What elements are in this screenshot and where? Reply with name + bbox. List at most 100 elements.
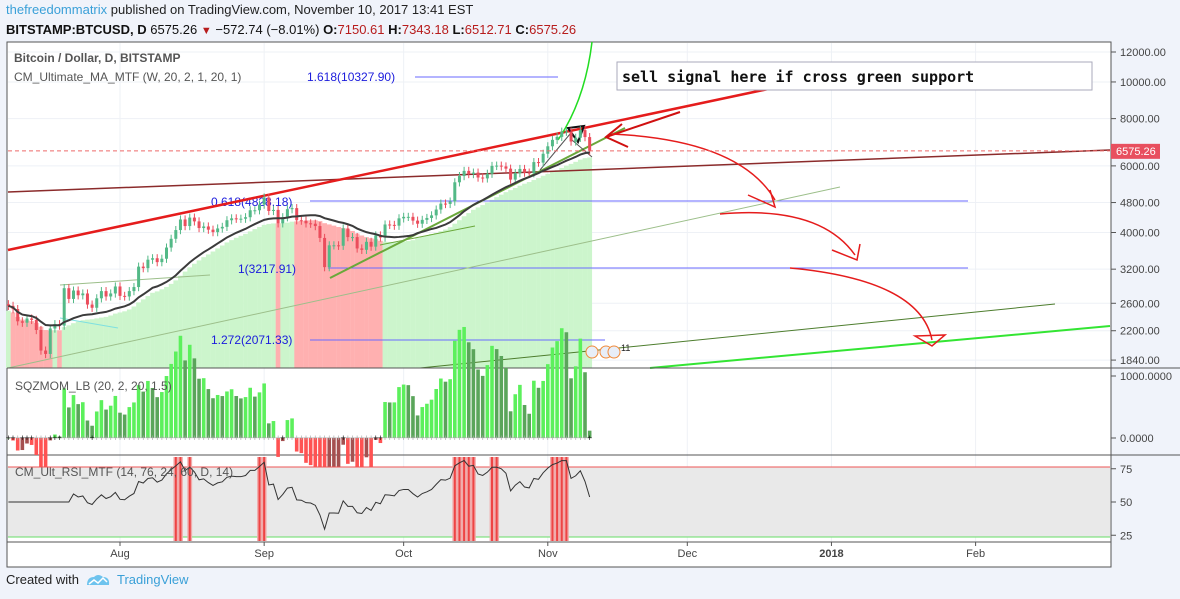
squeeze-dot: + bbox=[141, 433, 146, 443]
event-flag-icon[interactable] bbox=[607, 345, 621, 359]
squeeze-dot: + bbox=[378, 433, 383, 443]
candle-down bbox=[141, 266, 145, 269]
sqz-tick-label: 1000.0000 bbox=[1120, 371, 1172, 383]
sqz-bar bbox=[57, 436, 62, 438]
squeeze-dot: + bbox=[568, 433, 573, 443]
event-flag-icon[interactable] bbox=[585, 345, 599, 359]
squeeze-dot: + bbox=[243, 433, 248, 443]
sqz-bar bbox=[485, 365, 490, 438]
rsi-line bbox=[8, 459, 591, 531]
bull-background-column bbox=[401, 241, 407, 368]
sqz-bar bbox=[587, 430, 592, 438]
squeeze-dot: + bbox=[252, 433, 257, 443]
bull-background-column bbox=[61, 327, 67, 368]
axes[interactable]: 12000.00 10000.00 8000.00 6000.00 4800.00 400… bbox=[110, 47, 1172, 560]
sqz-bar bbox=[299, 438, 304, 454]
sqz-bar bbox=[104, 409, 108, 438]
overbought-marker bbox=[491, 457, 493, 541]
author-link[interactable]: thefreedommatrix bbox=[6, 2, 108, 17]
squeeze-dot: + bbox=[480, 433, 485, 443]
squeeze-dot: + bbox=[103, 433, 108, 443]
sqz-bar bbox=[183, 360, 187, 438]
overbought-marker bbox=[458, 457, 461, 541]
sqz-bar bbox=[439, 378, 443, 438]
bull-background-column bbox=[526, 182, 532, 368]
price-tick-label: 1840.00 bbox=[1120, 355, 1160, 367]
sqz-bar bbox=[187, 344, 192, 438]
candle-up bbox=[434, 209, 438, 216]
trendline-brown[interactable] bbox=[7, 149, 1111, 193]
candle-up bbox=[81, 293, 85, 296]
fib-label-1272: 1.272(2071.33) bbox=[211, 333, 292, 347]
bull-background-column bbox=[103, 316, 109, 368]
squeeze-dot: + bbox=[475, 433, 480, 443]
red-curve-arrow-3[interactable] bbox=[789, 267, 933, 341]
candle-down bbox=[392, 224, 396, 226]
sqz-bar bbox=[313, 438, 318, 472]
trendline-red-resistance[interactable] bbox=[7, 76, 821, 252]
annotation-box[interactable] bbox=[616, 61, 1093, 91]
parabolic-curve[interactable] bbox=[557, 41, 593, 141]
last-price: 6575.26 bbox=[150, 22, 198, 37]
fib-label-0618: 0.618(4828.18) bbox=[211, 195, 292, 209]
squeeze-dot: + bbox=[173, 433, 178, 443]
publish-info: thefreedommatrix published on TradingVie… bbox=[6, 2, 473, 17]
candle-down bbox=[360, 248, 364, 250]
bull-background-column bbox=[554, 170, 560, 368]
fib-levels bbox=[310, 76, 968, 341]
squeeze-dot: + bbox=[401, 433, 406, 443]
symbol: BITSTAMP:BTCUSD, D bbox=[6, 22, 147, 37]
squeeze-dot: + bbox=[350, 433, 355, 443]
bull-background-column bbox=[243, 233, 248, 368]
trendline-bright-green[interactable] bbox=[649, 325, 1111, 369]
bull-background-column bbox=[577, 159, 583, 368]
bear-background-column bbox=[368, 238, 374, 368]
bull-background-column bbox=[587, 157, 593, 368]
bull-background-column bbox=[252, 229, 258, 368]
bull-background-column bbox=[112, 313, 118, 368]
sqz-bar bbox=[304, 438, 308, 463]
squeeze-dot: + bbox=[229, 433, 234, 443]
trendline-dark-green[interactable] bbox=[419, 303, 1056, 369]
candle-down bbox=[318, 226, 322, 238]
sqz-bar bbox=[527, 413, 531, 438]
squeeze-dot: + bbox=[541, 433, 546, 443]
bull-background-column bbox=[471, 209, 476, 368]
bull-background-column bbox=[419, 236, 425, 368]
footer: Created with TradingView bbox=[6, 572, 189, 587]
candle-up bbox=[471, 172, 475, 175]
red-curve-arrow-1[interactable] bbox=[611, 133, 776, 201]
squeeze-dot: + bbox=[76, 433, 81, 443]
red-curve-arrow-2[interactable] bbox=[719, 211, 856, 256]
trendline-light-green[interactable] bbox=[7, 186, 841, 369]
tradingview-link[interactable]: TradingView bbox=[116, 572, 189, 587]
trendline-small[interactable] bbox=[59, 274, 211, 286]
last-price-tag-text: 6575.26 bbox=[1116, 146, 1156, 158]
squeeze-dot: + bbox=[201, 433, 206, 443]
candle-up bbox=[95, 298, 99, 308]
event-icons[interactable]: 11 bbox=[585, 343, 630, 359]
red-arrow-left[interactable] bbox=[604, 111, 681, 148]
sqz-bar bbox=[536, 387, 541, 438]
sqz-bar bbox=[67, 407, 71, 438]
bull-background-column bbox=[545, 173, 551, 368]
trendline-short-green[interactable] bbox=[379, 225, 476, 246]
time-tick-label: Dec bbox=[678, 548, 698, 560]
squeeze-dot: + bbox=[62, 433, 67, 443]
symbol-info: BITSTAMP:BTCUSD, D 6575.26 ▼ −572.74 (−8… bbox=[6, 22, 576, 37]
candle-up bbox=[402, 216, 406, 219]
sqz-bar bbox=[513, 394, 518, 438]
bull-background-column bbox=[80, 320, 86, 368]
bull-background-column bbox=[145, 296, 151, 368]
time-tick-label: Nov bbox=[538, 548, 558, 560]
bull-background-column bbox=[75, 321, 81, 368]
rsi-overbought-highlights bbox=[173, 457, 569, 541]
main-legend: Bitcoin / Dollar, D, BITSTAMP bbox=[14, 51, 180, 65]
price-tick-label: 3200.00 bbox=[1120, 264, 1160, 276]
candle-down bbox=[304, 220, 308, 224]
bull-background-column bbox=[289, 221, 295, 368]
squeeze-dot: + bbox=[178, 433, 183, 443]
sqz-bar bbox=[555, 341, 559, 438]
candle-up bbox=[495, 165, 499, 167]
